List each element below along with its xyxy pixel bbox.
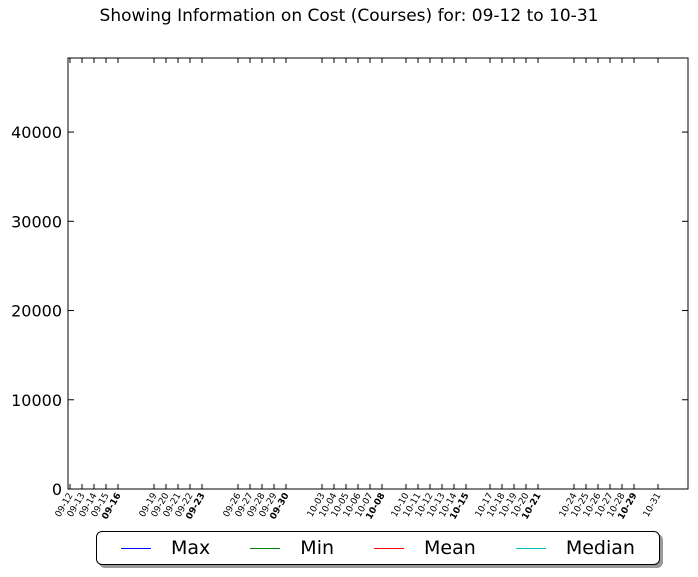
y-tick-label-4: 40000 — [11, 123, 62, 142]
legend-label-mean: Mean — [424, 537, 476, 559]
legend-entry-median: Median — [515, 537, 635, 559]
chart-title: Showing Information on Cost (Courses) fo… — [99, 6, 599, 26]
legend-label-median: Median — [565, 537, 635, 559]
y-tick-label-0: 0 — [52, 480, 62, 499]
legend-swatch-min — [250, 547, 281, 549]
y-tick-label-1: 10000 — [11, 391, 62, 410]
legend-swatch-median — [515, 547, 546, 549]
legend-swatch-max — [121, 547, 151, 549]
y-tick-label-2: 20000 — [11, 302, 62, 321]
legend-label-min: Min — [300, 537, 335, 559]
x-tick-label-38: 10-31 — [642, 492, 664, 520]
legend-entry-mean: Mean — [374, 537, 476, 559]
legend-label-max: Max — [171, 537, 211, 559]
legend: Max Min Mean Median — [96, 531, 660, 565]
plot-frame — [67, 57, 689, 490]
legend-entry-min: Min — [250, 537, 334, 559]
legend-swatch-mean — [374, 547, 405, 549]
y-tick-label-3: 30000 — [11, 212, 62, 231]
legend-entry-max: Max — [121, 537, 210, 559]
